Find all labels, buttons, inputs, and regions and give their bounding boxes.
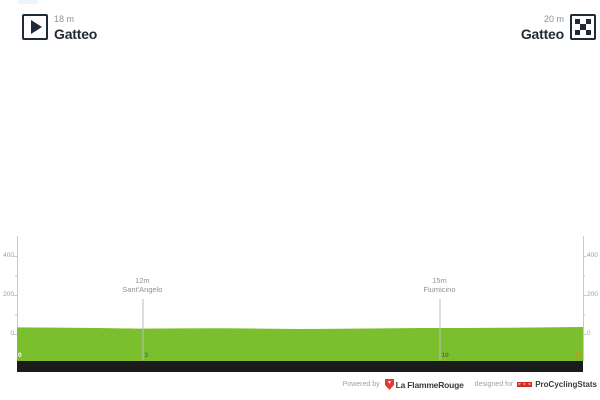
- pcs-logo-letter: P: [517, 382, 522, 387]
- marker-fiumicino[interactable]: 15m Fiumicino: [379, 276, 499, 294]
- marker-name: Fiumicino: [423, 285, 456, 294]
- footer: Powered by La FlammeRouge designed for P…: [343, 377, 597, 392]
- start-icon: [22, 14, 48, 40]
- pcs-logo-icon[interactable]: P C S: [517, 382, 532, 387]
- pcs-logo-letter: C: [522, 382, 527, 387]
- cropped-ui-artifact: [18, 0, 38, 4]
- start-elevation: 18 m: [54, 14, 75, 24]
- marker-name: Sant'Angelo: [122, 285, 163, 294]
- pcs-logo-letter: S: [527, 382, 532, 387]
- pcs-brand[interactable]: ProCyclingStats: [535, 380, 597, 389]
- y-axis-label-left-400: 400: [3, 252, 14, 259]
- km-label-finish: 14: [574, 352, 582, 359]
- y-axis-label-left-0: 0: [10, 330, 14, 337]
- y-axis-label-right-200: 200: [587, 291, 598, 298]
- km-label-santangelo: 3: [144, 352, 148, 359]
- finish-location: Gatteo: [520, 26, 564, 42]
- play-icon: [31, 20, 42, 34]
- start-location: Gatteo: [54, 26, 98, 42]
- lfr-brand[interactable]: La FlammeRouge: [395, 379, 464, 390]
- y-axis-label-right-0: 0: [587, 330, 591, 337]
- y-axis-label-right-400: 400: [587, 252, 598, 259]
- powered-by-label: Powered by: [342, 381, 380, 388]
- distance-bar: [17, 361, 583, 372]
- km-label-start: 0: [18, 352, 22, 359]
- profile-area: [17, 327, 583, 361]
- marker-elevation: 12m: [135, 276, 150, 285]
- marker-santangelo[interactable]: 12m Sant'Angelo: [82, 276, 202, 294]
- lfr-logo-icon[interactable]: [384, 379, 394, 390]
- start-header: 18 m Gatteo: [22, 14, 97, 41]
- finish-elevation: 20 m: [543, 14, 564, 24]
- finish-header: 20 m Gatteo: [521, 14, 596, 41]
- marker-elevation: 15m: [432, 276, 447, 285]
- km-label-fiumicino: 10: [441, 352, 449, 359]
- finish-icon: [570, 14, 596, 40]
- designed-for-label: designed for: [474, 381, 514, 388]
- checkered-flag-icon: [575, 19, 591, 35]
- y-axis-label-left-200: 200: [3, 291, 14, 298]
